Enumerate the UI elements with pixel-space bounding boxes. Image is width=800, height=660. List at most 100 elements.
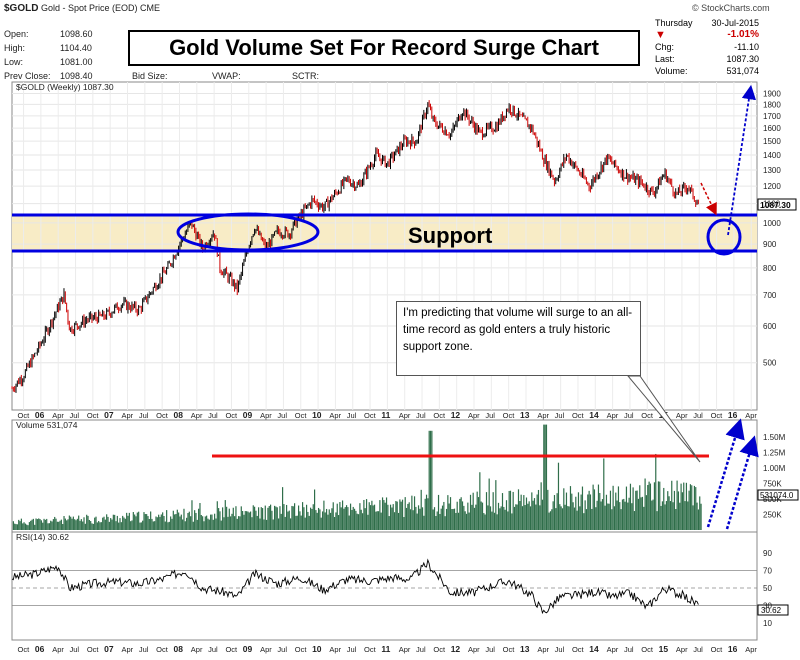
volume-tick-label: 750K (763, 480, 782, 489)
rsi-tick-label: 70 (763, 566, 772, 575)
x-tick-label: Jul (277, 411, 287, 420)
x-tick-label: 09 (243, 410, 253, 420)
x-tick-label: 06 (35, 644, 45, 654)
price-tick-label: 1900 (763, 89, 781, 98)
vwap-label: VWAP: (212, 71, 241, 81)
x-tick-label: Apr (745, 411, 757, 420)
rsi-tick-label: 90 (763, 549, 772, 558)
callout-pointer (626, 375, 701, 463)
rsi-line (11, 558, 699, 615)
price-tick-label: 800 (763, 264, 777, 273)
x-tick-label: 11 (381, 410, 390, 420)
x-tick-label: Apr (607, 645, 619, 654)
chg-value: -11.10 (734, 42, 759, 52)
x-tick-label: Oct (641, 645, 654, 654)
rsi-axis: 90 70 50 30 10 (763, 549, 772, 628)
x-tick-label: Jul (416, 645, 426, 654)
x-tick-label: Jul (347, 645, 357, 654)
x-tick-label: Jul (277, 645, 287, 654)
last-price-tag (757, 198, 797, 211)
x-tick-label: Oct (641, 411, 654, 420)
rsi-tick-label: 10 (763, 619, 772, 628)
price-tick-label: 1400 (763, 151, 781, 160)
price-tick-label: 900 (763, 240, 777, 249)
prev-close-value: 1098.40 (60, 71, 93, 81)
rsi-panel-label: RSI(14) 30.62 (16, 532, 69, 542)
price-tick-label: 1100 (763, 200, 781, 209)
prev-close-label: Prev Close: (4, 71, 51, 81)
price-series (11, 100, 699, 393)
consolidation-ellipse (176, 212, 320, 252)
price-tick-label: 700 (763, 291, 777, 300)
open-label: Open: (4, 29, 29, 39)
price-tick-label: 1200 (763, 182, 781, 191)
x-tick-label: Apr (52, 645, 64, 654)
volume-arrow-1 (706, 418, 745, 528)
x-tick-label: Apr (537, 411, 549, 420)
x-tick-label: Apr (122, 411, 134, 420)
x-tick-label: Apr (191, 411, 203, 420)
x-tick-label: Oct (225, 645, 238, 654)
x-tick-label: 16 (728, 644, 738, 654)
x-tick-label: Apr (745, 645, 757, 654)
volume-axis: 1.50M 1.25M 1.00M 750K 500K 250K (763, 433, 786, 520)
support-label: Support (408, 223, 493, 248)
low-label: Low: (4, 57, 24, 67)
volume-tag (757, 489, 799, 501)
volume-tick-label: 500K (763, 495, 782, 504)
quote-date: 30-Jul-2015 (711, 18, 759, 28)
price-tick-label: 1000 (763, 219, 781, 228)
symbol: $GOLD (4, 3, 39, 14)
price-tick-label: 1700 (763, 112, 781, 121)
pct-change: -1.01% (727, 29, 759, 40)
x-tick-label: Jul (693, 411, 703, 420)
x-tick-label: Apr (191, 645, 203, 654)
x-tick-label: Jul (70, 645, 80, 654)
volume-tick-label: 1.25M (763, 449, 786, 458)
x-tick-label: Oct (295, 411, 308, 420)
prediction-callout: I'm predicting that volume will surge to… (396, 301, 641, 376)
x-tick-label: Apr (468, 411, 480, 420)
x-tick-label: 08 (173, 644, 183, 654)
x-tick-label: Oct (87, 411, 100, 420)
x-tick-label: Oct (364, 645, 377, 654)
x-tick-label: Apr (329, 645, 341, 654)
volume-value: 531,074 (726, 66, 759, 76)
x-tick-label: Apr (676, 411, 688, 420)
exchange: CME (140, 3, 161, 13)
x-tick-label: 09 (243, 644, 253, 654)
last-value: 1087.30 (726, 54, 759, 64)
x-tick-label: 16 (728, 410, 738, 420)
rsi-tick-label: 50 (763, 584, 772, 593)
source-credit: © StockCharts.com (692, 3, 770, 13)
x-tick-label: Apr (122, 645, 134, 654)
x-tick-label: Oct (225, 411, 238, 420)
price-panel-label: $GOLD (Weekly) 1087.30 (16, 82, 114, 92)
x-tick-label: 13 (520, 410, 530, 420)
x-tick-label: Oct (572, 411, 585, 420)
last-label: Last: (655, 54, 675, 64)
quote-day: Thursday (655, 18, 693, 28)
x-tick-label: Oct (572, 645, 585, 654)
x-tick-label: Apr (260, 411, 272, 420)
x-tick-label: 12 (451, 644, 461, 654)
x-tick-label: Jul (485, 411, 495, 420)
price-tick-label: 500 (763, 359, 777, 368)
x-tick-label: Jul (485, 645, 495, 654)
high-value: 1104.40 (60, 43, 92, 53)
x-tick-label: Jul (693, 645, 703, 654)
volume-tick-label: 250K (763, 511, 782, 520)
x-tick-label: Apr (676, 645, 688, 654)
x-tick-label: Jul (208, 645, 218, 654)
x-tick-label: 10 (312, 644, 322, 654)
rsi-tag-text: 30.62 (761, 606, 782, 615)
x-tick-label: Apr (329, 411, 341, 420)
rsi-levels (12, 570, 757, 606)
x-tick-label: Jul (624, 411, 634, 420)
x-tick-label: 15 (659, 644, 669, 654)
x-tick-label: 07 (104, 644, 114, 654)
x-tick-label: Apr (260, 645, 272, 654)
x-tick-label: Oct (503, 645, 516, 654)
x-tick-label: Apr (607, 411, 619, 420)
